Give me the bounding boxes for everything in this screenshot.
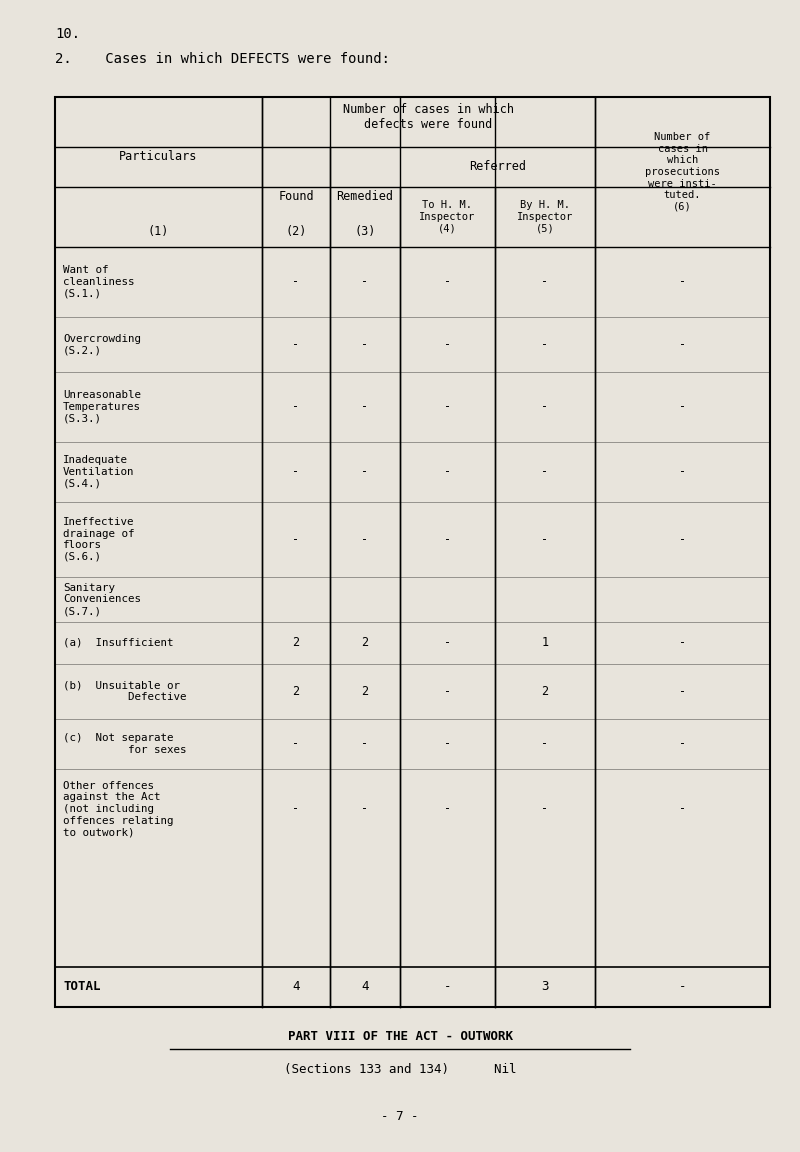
Text: -: - — [293, 275, 299, 288]
Text: -: - — [679, 533, 686, 546]
Text: -: - — [362, 338, 369, 351]
Text: Ineffective
drainage of
floors
(S.6.): Ineffective drainage of floors (S.6.) — [63, 517, 134, 562]
Text: -: - — [444, 980, 451, 993]
Text: Inadequate
Ventilation
(S.4.): Inadequate Ventilation (S.4.) — [63, 455, 134, 488]
Text: 10.: 10. — [55, 26, 80, 41]
Text: (3): (3) — [354, 226, 376, 238]
Text: -: - — [679, 685, 686, 698]
Text: -: - — [444, 401, 451, 414]
Text: 2: 2 — [362, 685, 369, 698]
Text: -: - — [678, 980, 686, 993]
Text: Unreasonable
Temperatures
(S.3.): Unreasonable Temperatures (S.3.) — [63, 391, 141, 424]
Text: Number of
cases in
which
prosecutions
were insti-
tuted.
(6): Number of cases in which prosecutions we… — [645, 132, 720, 212]
Text: 1: 1 — [542, 637, 549, 650]
Text: -: - — [542, 465, 549, 478]
Text: Referred: Referred — [469, 160, 526, 174]
Text: (2): (2) — [286, 226, 306, 238]
Text: -: - — [444, 685, 451, 698]
Text: Other offences
against the Act
(not including
offences relating
to outwork): Other offences against the Act (not incl… — [63, 781, 174, 838]
Text: -: - — [679, 737, 686, 750]
Text: PART VIII OF THE ACT - OUTWORK: PART VIII OF THE ACT - OUTWORK — [287, 1031, 513, 1044]
Text: Particulars: Particulars — [119, 151, 198, 164]
Text: -: - — [293, 803, 299, 816]
Text: -: - — [542, 533, 549, 546]
Text: 4: 4 — [292, 980, 300, 993]
Text: 3: 3 — [542, 980, 549, 993]
Text: -: - — [362, 737, 369, 750]
Text: -: - — [293, 338, 299, 351]
Text: -: - — [679, 401, 686, 414]
Text: -: - — [293, 401, 299, 414]
Text: 2: 2 — [293, 685, 299, 698]
Text: Sanitary
Conveniences
(S.7.): Sanitary Conveniences (S.7.) — [63, 583, 141, 616]
Text: -: - — [362, 401, 369, 414]
Text: -: - — [444, 637, 451, 650]
Text: -: - — [542, 737, 549, 750]
Text: -: - — [679, 275, 686, 288]
Text: -: - — [444, 465, 451, 478]
Text: -: - — [444, 533, 451, 546]
Text: (a)  Insufficient: (a) Insufficient — [63, 638, 174, 647]
Text: (1): (1) — [148, 226, 169, 238]
Text: 4: 4 — [362, 980, 369, 993]
Text: 2: 2 — [542, 685, 549, 698]
Text: -: - — [293, 533, 299, 546]
Text: -: - — [444, 275, 451, 288]
Text: - 7 -: - 7 - — [382, 1111, 418, 1123]
Text: -: - — [444, 338, 451, 351]
Text: Found: Found — [278, 190, 314, 204]
Text: -: - — [362, 275, 369, 288]
Text: -: - — [679, 803, 686, 816]
Text: -: - — [542, 338, 549, 351]
Bar — [55, 97, 770, 1007]
Text: Want of
cleanliness
(S.1.): Want of cleanliness (S.1.) — [63, 265, 134, 298]
Text: 2: 2 — [293, 637, 299, 650]
Text: -: - — [679, 465, 686, 478]
Text: Number of cases in which
defects were found: Number of cases in which defects were fo… — [343, 103, 514, 131]
Text: 2: 2 — [362, 637, 369, 650]
Text: -: - — [362, 465, 369, 478]
Text: 2.    Cases in which DEFECTS were found:: 2. Cases in which DEFECTS were found: — [55, 52, 390, 66]
Text: TOTAL: TOTAL — [63, 980, 101, 993]
Text: (Sections 133 and 134)      Nil: (Sections 133 and 134) Nil — [284, 1063, 516, 1076]
Text: Overcrowding
(S.2.): Overcrowding (S.2.) — [63, 334, 141, 355]
Text: -: - — [362, 533, 369, 546]
Text: -: - — [679, 637, 686, 650]
Text: -: - — [444, 737, 451, 750]
Text: To H. M.
Inspector
(4): To H. M. Inspector (4) — [419, 200, 476, 234]
Text: By H. M.
Inspector
(5): By H. M. Inspector (5) — [517, 200, 573, 234]
Text: -: - — [679, 338, 686, 351]
Text: -: - — [542, 401, 549, 414]
Text: -: - — [542, 803, 549, 816]
Text: -: - — [293, 737, 299, 750]
Text: Remedied: Remedied — [337, 190, 394, 204]
Text: (c)  Not separate
          for sexes: (c) Not separate for sexes — [63, 733, 186, 755]
Text: -: - — [444, 803, 451, 816]
Text: (b)  Unsuitable or
          Defective: (b) Unsuitable or Defective — [63, 681, 186, 703]
Text: -: - — [293, 465, 299, 478]
Text: -: - — [542, 275, 549, 288]
Text: -: - — [362, 803, 369, 816]
